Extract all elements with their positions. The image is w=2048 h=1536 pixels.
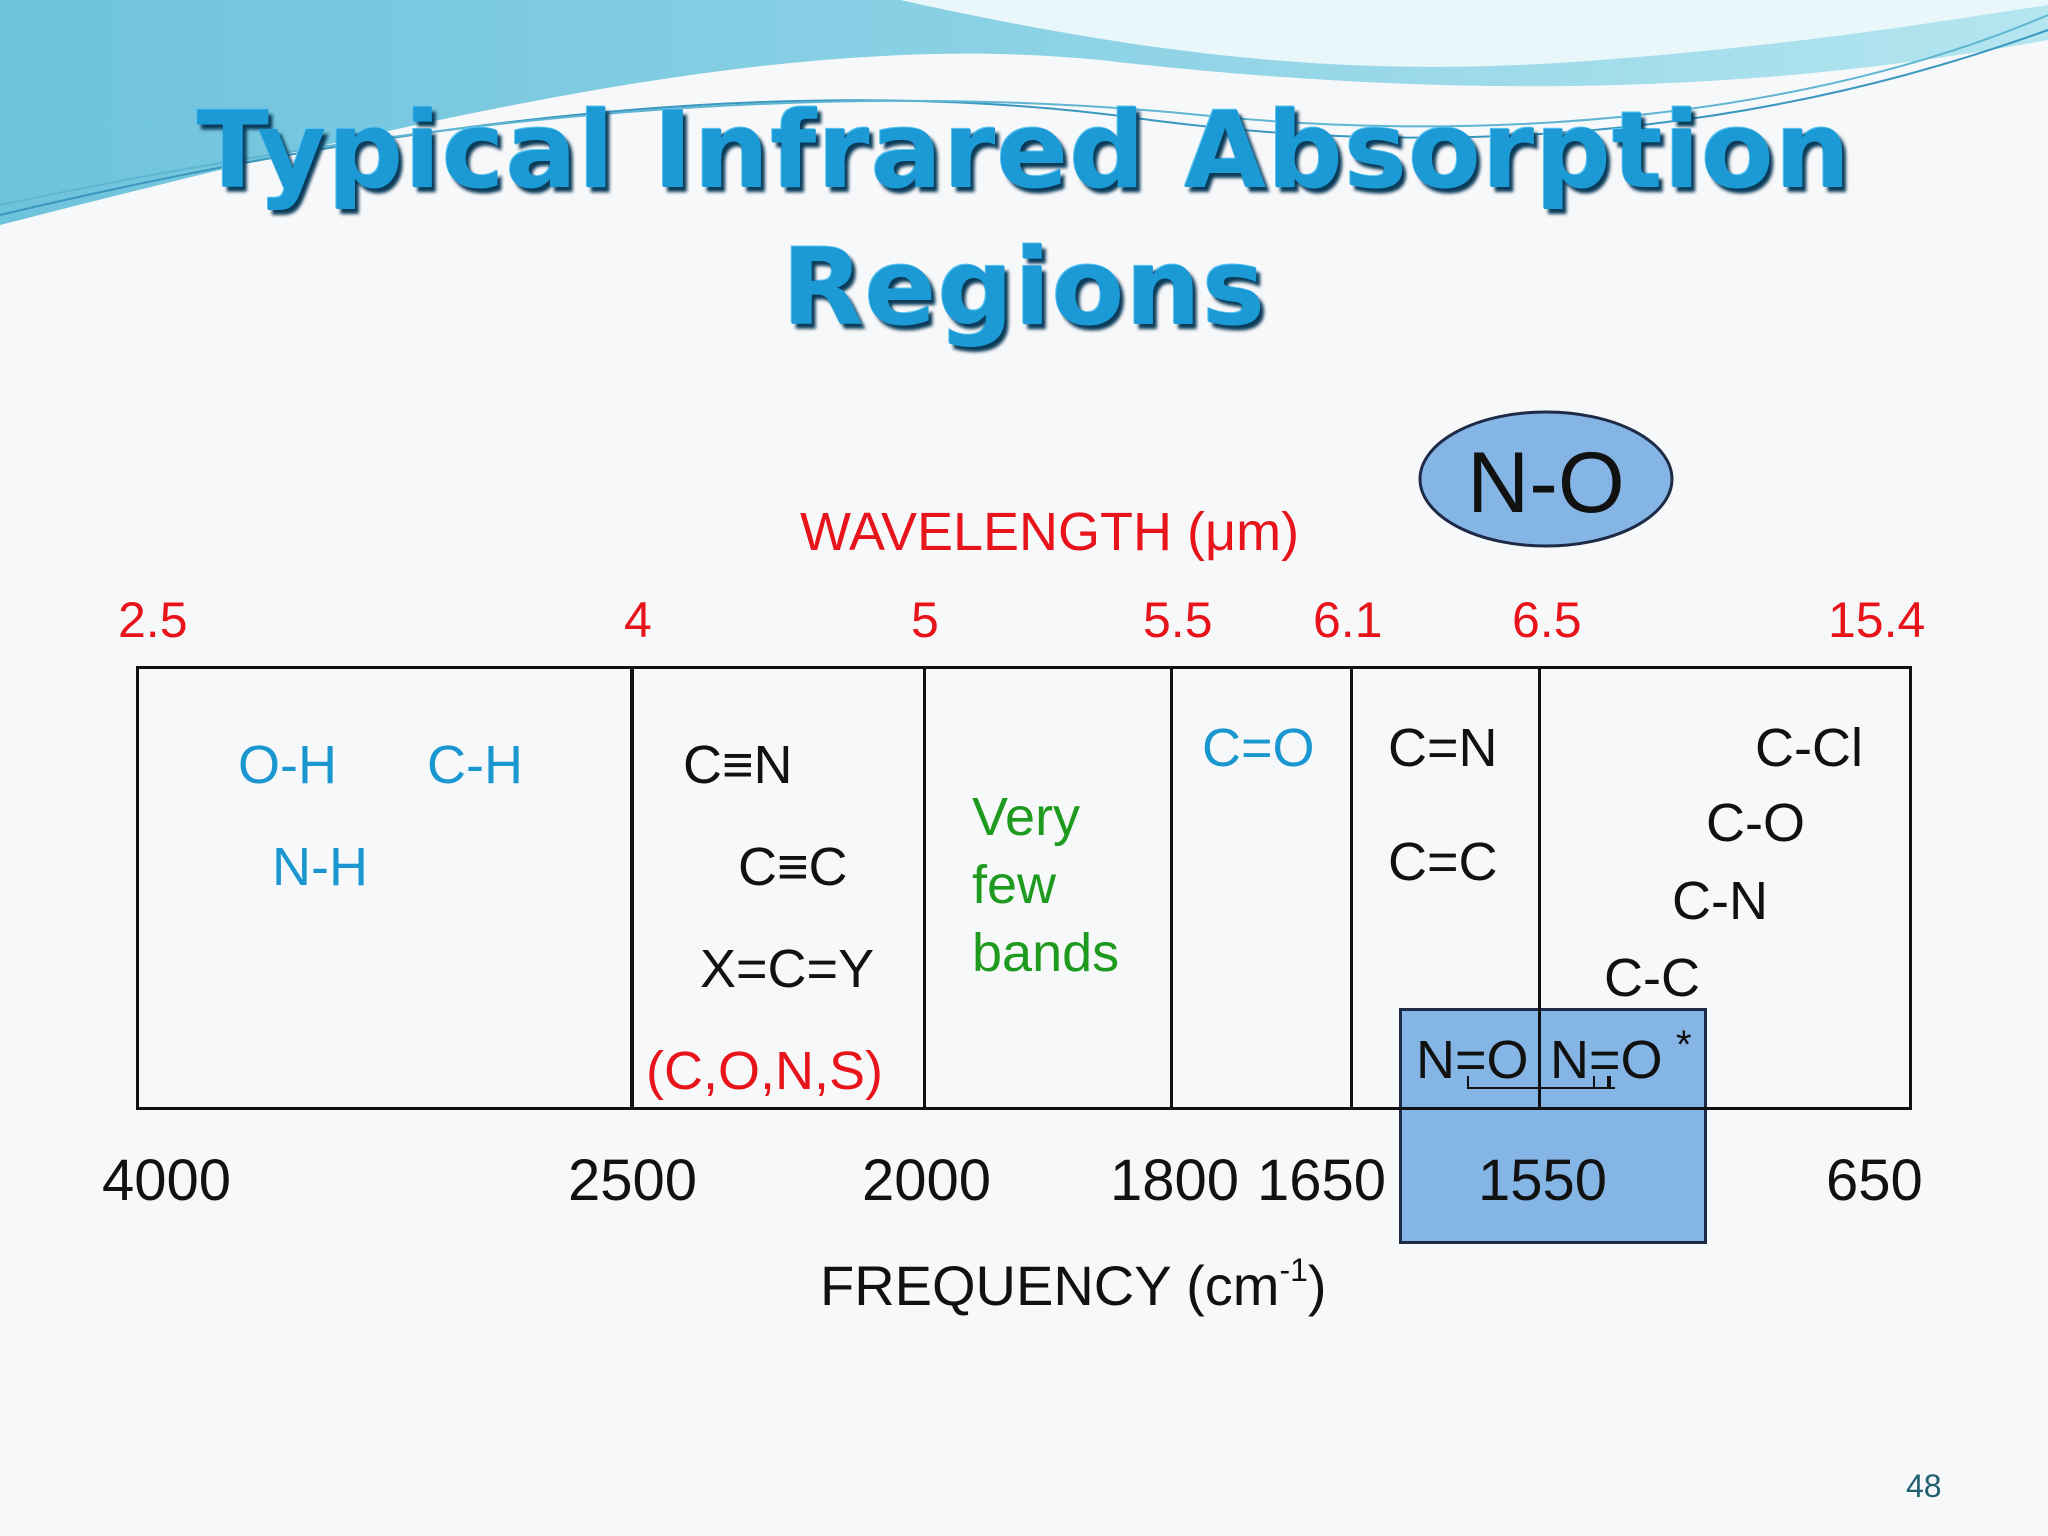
frequency-tick: 4000: [102, 1148, 232, 1213]
n-o-bracket-marks: [1467, 1076, 1615, 1089]
bond-c-c: C-C: [1604, 948, 1700, 1008]
bond-c-double-n: C=N: [1388, 718, 1498, 778]
frequency-tick: 1650: [1257, 1148, 1387, 1213]
region-divider: [1538, 666, 1541, 1010]
header-wave-decoration: [0, 0, 2048, 225]
n-o-box-baseline: [1399, 1107, 1707, 1110]
bond-n-h: N-H: [272, 837, 368, 897]
bond-c-cl: C-Cl: [1755, 718, 1863, 778]
bond-c-h: C-H: [427, 735, 523, 795]
wavelength-tick: 4: [624, 592, 652, 648]
region-divider: [1170, 666, 1173, 1110]
frequency-axis-label: FREQUENCY (cm-1): [820, 1252, 1327, 1317]
region-divider: [923, 666, 926, 1110]
frequency-tick: 1550: [1478, 1148, 1608, 1213]
very-few-bands-line-1: Very: [972, 787, 1081, 847]
very-few-bands-line-2: few: [972, 855, 1057, 915]
bond-n-double-o-1: N=O: [1416, 1030, 1529, 1090]
bond-o-h: O-H: [238, 735, 337, 795]
wavelength-tick: 15.4: [1828, 592, 1926, 648]
wavelength-tick: 6.1: [1313, 592, 1383, 648]
n-o-callout-label: N-O: [1467, 435, 1625, 531]
frequency-tick: 2500: [568, 1148, 698, 1213]
bond-c-triple-n: C≡N: [683, 735, 793, 795]
wavelength-tick: 5: [911, 592, 939, 648]
region-divider: [630, 666, 634, 1110]
atoms-list: (C,O,N,S): [646, 1041, 883, 1101]
n-o-callout-oval: [1418, 410, 1674, 548]
bond-n-double-o-2: N=O: [1550, 1030, 1663, 1090]
wavelength-axis-label: WAVELENGTH (μm): [800, 502, 1300, 562]
bond-c-n: C-N: [1672, 871, 1768, 931]
wavelength-tick: 2.5: [118, 592, 188, 648]
page-number: 48: [1906, 1468, 1942, 1504]
bond-x-c-y: X=C=Y: [700, 939, 875, 999]
slide-title-line-1: Typical Infrared Absorption: [196, 89, 1852, 212]
slide-title-line-2: Regions: [781, 226, 1267, 349]
bond-c-o: C-O: [1706, 793, 1805, 853]
wavelength-tick: 5.5: [1143, 592, 1213, 648]
bond-c-double-c: C=C: [1388, 832, 1498, 892]
frequency-tick: 650: [1826, 1148, 1923, 1213]
region-frame: [136, 666, 1912, 1110]
region-divider: [1538, 1008, 1541, 1110]
wavelength-tick: 6.5: [1512, 592, 1582, 648]
region-divider: [1350, 666, 1353, 1110]
bond-c-double-o: C=O: [1202, 718, 1315, 778]
asterisk-marker: *: [1676, 1023, 1692, 1067]
very-few-bands-line-3: bands: [972, 923, 1120, 983]
frequency-tick: 1800: [1110, 1148, 1240, 1213]
bond-c-triple-c: C≡C: [738, 837, 848, 897]
frequency-tick: 2000: [862, 1148, 992, 1213]
n-o-highlight-box: [1399, 1008, 1707, 1244]
